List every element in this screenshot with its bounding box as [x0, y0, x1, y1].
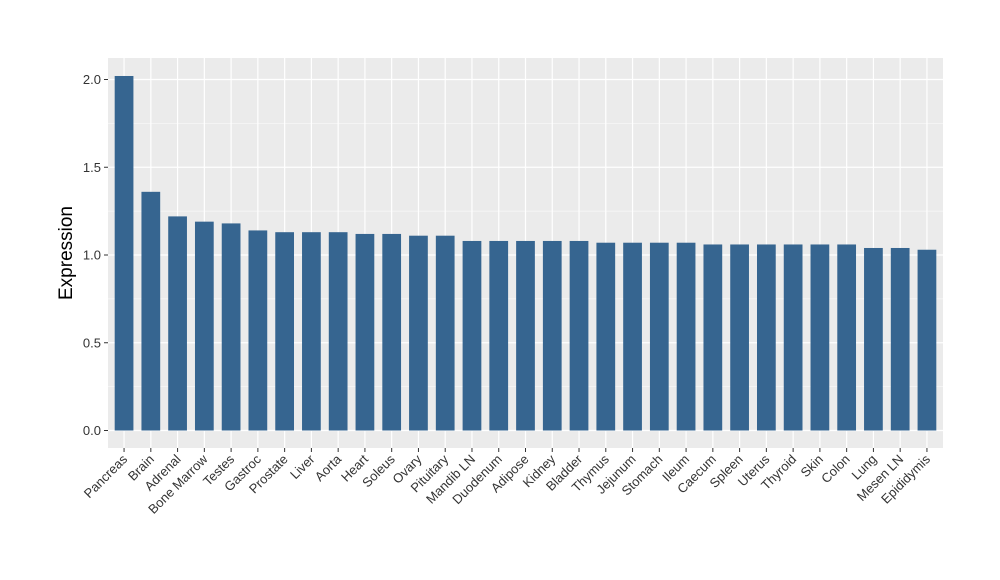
bar-gastroc [248, 230, 268, 431]
bar-epididymis [917, 249, 937, 431]
y-tick-label: 2.0 [83, 72, 101, 87]
bar-adipose [516, 240, 535, 431]
bar-ovary [409, 235, 428, 431]
bar-kidney [542, 240, 562, 431]
bar-aorta [328, 232, 348, 431]
bar-prostate [275, 232, 295, 431]
bar-bone-marrow [194, 221, 214, 431]
bar-lung [864, 247, 883, 431]
bar-testes [221, 223, 241, 431]
bar-mesen-ln [890, 247, 910, 431]
y-tick-label: 0.0 [83, 423, 101, 438]
bar-mandib-ln [462, 240, 482, 431]
y-tick-label: 1.0 [83, 248, 101, 263]
bar-caecum [703, 244, 723, 431]
bar-colon [837, 244, 857, 431]
x-tick-label: Liver [287, 451, 318, 482]
y-tick-label: 1.5 [83, 160, 101, 175]
y-axis: 0.0 0.5 1.0 1.5 2.0 [83, 72, 108, 438]
bar-bladder [569, 240, 589, 431]
bar-duodenum [489, 240, 509, 431]
bar-stomach [649, 242, 669, 431]
bar-heart [355, 233, 375, 431]
bar-skin [810, 244, 830, 431]
bars [114, 75, 937, 431]
bar-soleus [382, 233, 402, 431]
bar-jejunum [623, 242, 642, 431]
bar-thyroid [783, 244, 803, 431]
bar-pancreas [114, 75, 134, 431]
bar-adrenal [168, 216, 187, 431]
bar-ileum [676, 242, 696, 431]
x-tick-label: Aorta [312, 451, 345, 484]
bar-brain [141, 191, 161, 431]
bar-uterus [756, 244, 776, 431]
bar-liver [302, 232, 321, 431]
bar-pituitary [435, 235, 455, 431]
bar-spleen [730, 244, 749, 431]
x-tick-label: Colon [818, 452, 853, 487]
y-tick-label: 0.5 [83, 335, 101, 350]
x-tick-label: Pancreas [81, 451, 131, 501]
y-axis-title: Expression [56, 206, 77, 300]
bar-thymus [596, 242, 616, 431]
